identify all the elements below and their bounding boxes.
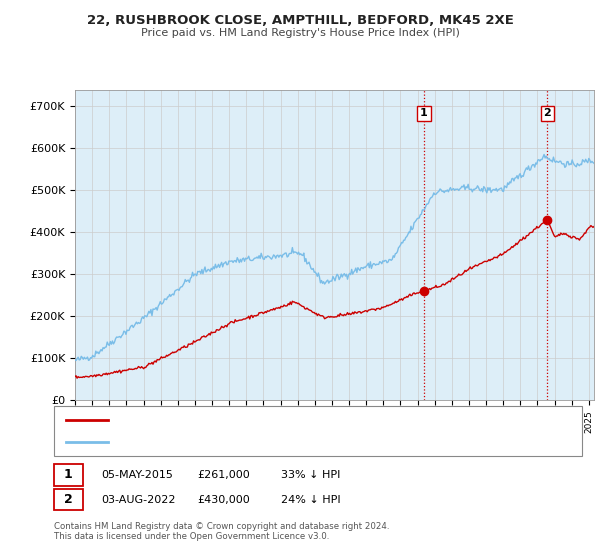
Text: HPI: Average price, detached house, Central Bedfordshire: HPI: Average price, detached house, Cent… bbox=[114, 437, 402, 447]
Text: 1: 1 bbox=[64, 468, 73, 482]
Text: £261,000: £261,000 bbox=[197, 470, 250, 480]
Text: Contains HM Land Registry data © Crown copyright and database right 2024.
This d: Contains HM Land Registry data © Crown c… bbox=[54, 522, 389, 542]
Text: 22, RUSHBROOK CLOSE, AMPTHILL, BEDFORD, MK45 2XE (detached house): 22, RUSHBROOK CLOSE, AMPTHILL, BEDFORD, … bbox=[114, 415, 490, 425]
Text: £430,000: £430,000 bbox=[197, 494, 250, 505]
Text: 22, RUSHBROOK CLOSE, AMPTHILL, BEDFORD, MK45 2XE: 22, RUSHBROOK CLOSE, AMPTHILL, BEDFORD, … bbox=[86, 14, 514, 27]
Text: 1: 1 bbox=[420, 109, 428, 119]
Text: Price paid vs. HM Land Registry's House Price Index (HPI): Price paid vs. HM Land Registry's House … bbox=[140, 28, 460, 38]
Text: 33% ↓ HPI: 33% ↓ HPI bbox=[281, 470, 340, 480]
Text: 24% ↓ HPI: 24% ↓ HPI bbox=[281, 494, 340, 505]
Text: 05-MAY-2015: 05-MAY-2015 bbox=[101, 470, 173, 480]
Text: 2: 2 bbox=[544, 109, 551, 119]
Text: 2: 2 bbox=[64, 493, 73, 506]
Text: 03-AUG-2022: 03-AUG-2022 bbox=[101, 494, 175, 505]
